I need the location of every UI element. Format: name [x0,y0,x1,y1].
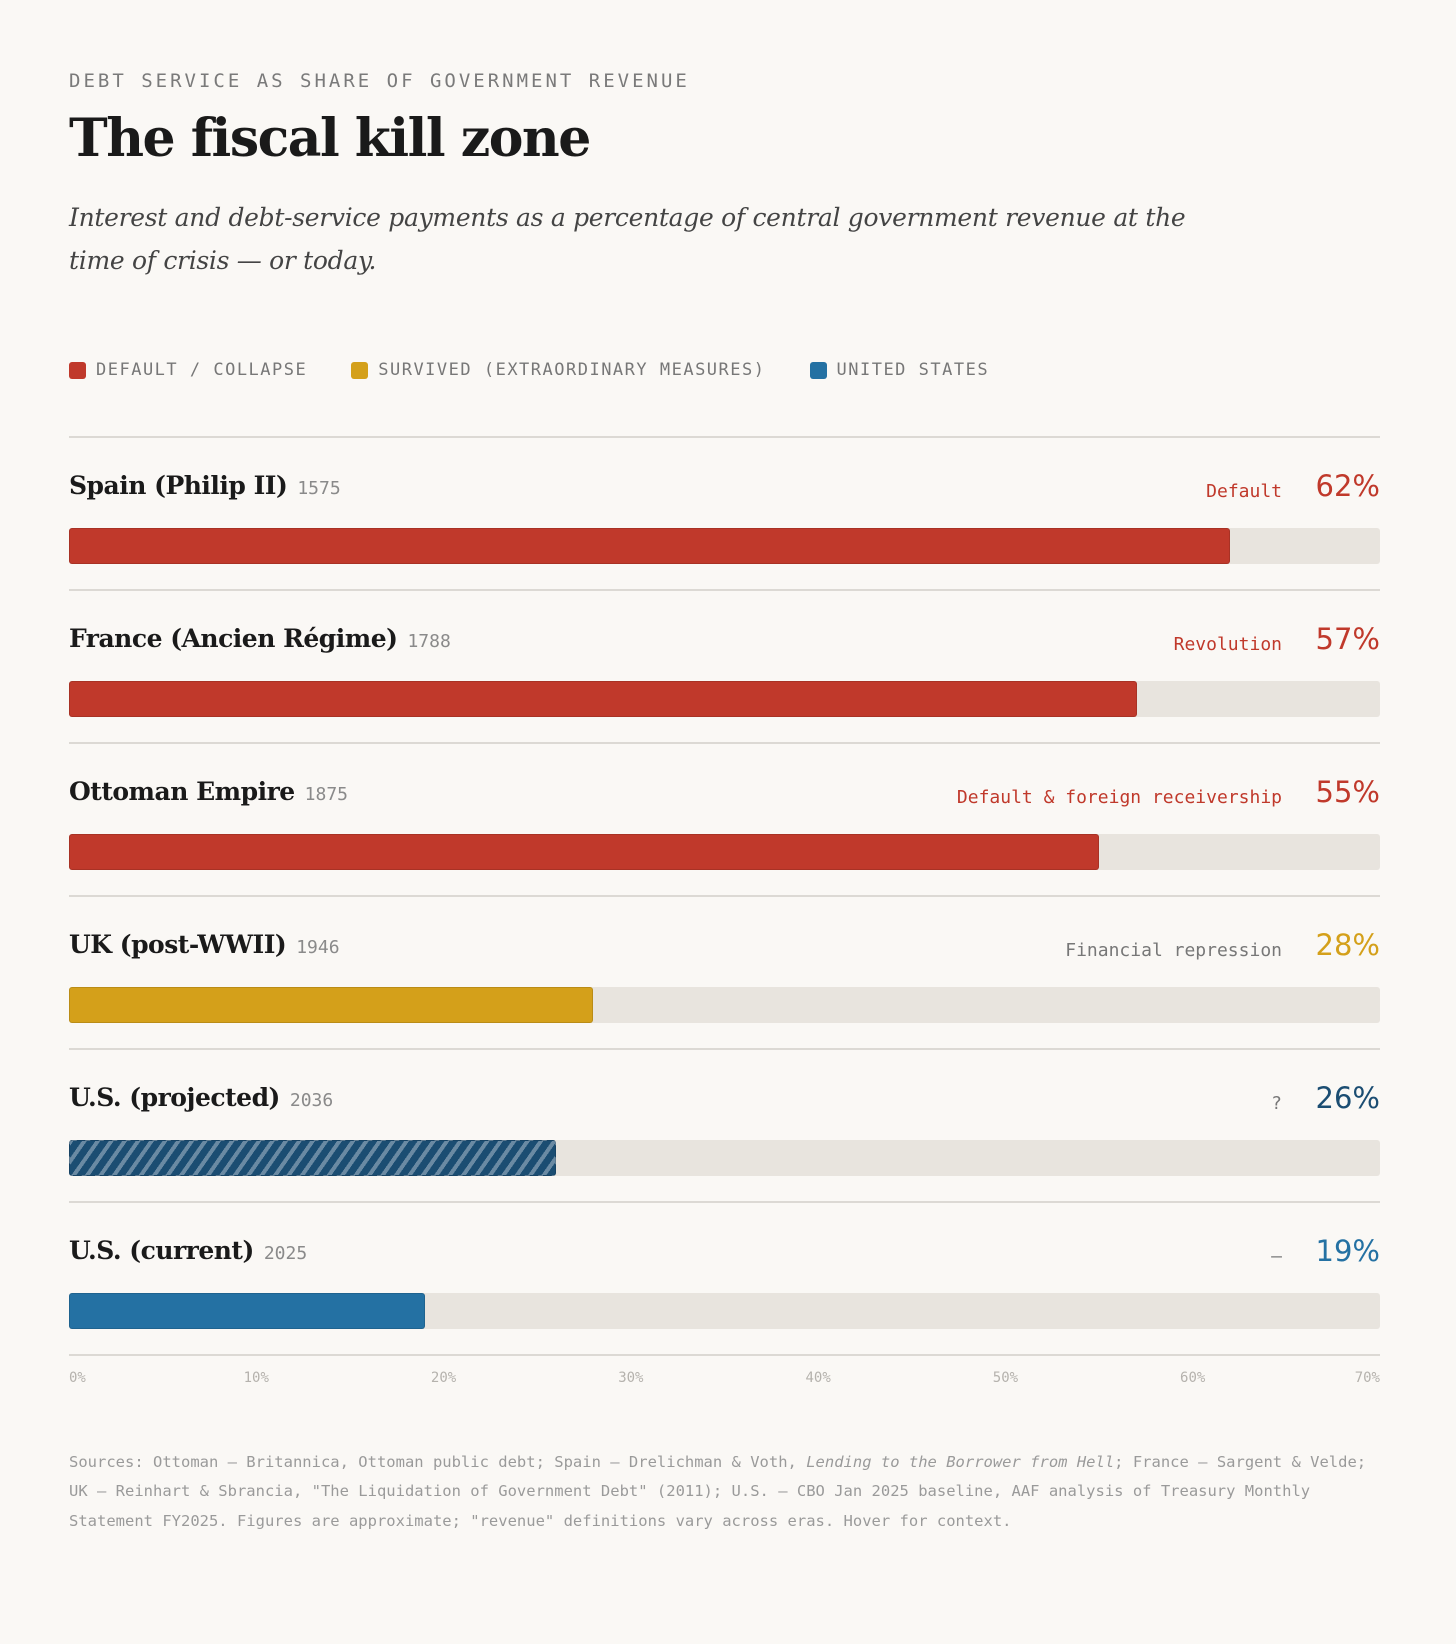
year-label: 1946 [296,937,340,958]
top-rule [69,436,1380,438]
bar-us[interactable] [69,1293,425,1329]
x-axis-ticks: 0% 10% 20% 30% 40% 50% 60% 70% [69,1370,1380,1390]
country-name: Spain (Philip II) [69,471,288,500]
bar-row[interactable]: U.S. (projected) 2036? 26% [69,1049,1380,1202]
bar-track [69,681,1380,717]
sources-footnote: Sources: Ottoman — Britannica, Ottoman p… [69,1448,1380,1536]
chart-title: The fiscal kill zone [69,108,591,169]
footnote-book-title: Lending to the Borrower from Hell [806,1453,1115,1471]
bar-default[interactable] [69,681,1137,717]
bar-row[interactable]: Ottoman Empire 1875 Default & foreign rece… [69,743,1380,896]
country-name: France (Ancien Régime) [69,624,398,653]
country-name: Ottoman Empire [69,777,295,806]
bar-default[interactable] [69,834,1100,870]
legend-label: DEFAULT / COLLAPSE [96,360,308,380]
x-tick-label: 40% [805,1370,831,1386]
bar-row[interactable]: France (Ancien Régime) 1788 Revolution 57% [69,590,1380,743]
value-label: 62% [1315,469,1380,503]
bar-row[interactable]: UK (post-WWII) 1946 Financial repression 28… [69,896,1380,1049]
row-divider [69,742,1380,744]
x-tick-label: 10% [243,1370,269,1386]
legend-label: UNITED STATES [836,360,990,380]
status-label: ? [1271,1093,1282,1114]
x-tick-label: 60% [1180,1370,1206,1386]
x-tick-label: 70% [1354,1370,1380,1386]
value-label: 26% [1315,1081,1380,1115]
legend-swatch [69,361,86,379]
footnote-text: Sources: Ottoman — Britannica, Ottoman p… [69,1453,807,1471]
row-divider [69,589,1380,591]
row-label: Ottoman Empire 1875 [69,777,348,806]
row-label: France (Ancien Régime) 1788 [69,624,451,653]
legend-swatch [809,361,827,379]
x-tick-label: 0% [69,1370,86,1386]
year-label: 2025 [263,1243,308,1264]
bar-survived[interactable] [69,987,594,1023]
axis-line [69,1354,1380,1356]
year-label: 1788 [407,631,451,652]
bar-us_projected[interactable] [69,1140,556,1176]
bar-track [69,528,1380,564]
country-name: UK (post-WWII) [69,930,287,959]
legend-item-us: UNITED STATES [809,360,990,380]
chart-subtitle: Interest and debt-service payments as a … [69,203,1186,275]
bar-default[interactable] [69,528,1231,564]
x-tick-label: 30% [618,1370,644,1386]
x-tick-label: 20% [430,1370,457,1386]
status-label: Financial repression [1065,940,1282,961]
bar-track [69,987,1380,1023]
year-label: 1875 [304,784,349,805]
row-label: UK (post-WWII) 1946 [69,930,340,959]
bar-track [69,1293,1380,1329]
row-divider [69,1048,1380,1050]
value-label: 55% [1315,775,1380,809]
year-label: 1575 [297,478,341,499]
value-label: 57% [1315,622,1380,656]
row-divider [69,1201,1380,1203]
status-label: Default [1206,481,1282,502]
value-label: 19% [1315,1234,1380,1268]
year-label: 2036 [289,1090,334,1111]
country-name: U.S. (current) [69,1236,254,1265]
row-label: U.S. (projected) 2036 [69,1083,333,1112]
row-label: U.S. (current) 2025 [69,1236,307,1265]
bar-track [69,1140,1380,1176]
bar-row[interactable]: U.S. (current) 2025 – 19% [69,1202,1380,1355]
legend-item-survived: SURVIVED (EXTRAORDINARY MEASURES) [351,360,765,380]
bar-row[interactable]: Spain (Philip II) 1575 Default 62% [69,437,1380,590]
status-label: Revolution [1173,634,1282,655]
status-label: Default & foreign receivership [956,787,1282,808]
legend-swatch [351,361,369,379]
legend-item-default: DEFAULT / COLLAPSE [69,360,307,380]
bar-track [69,834,1380,870]
eyebrow: DEBT SERVICE AS SHARE OF GOVERNMENT REVE… [69,70,690,92]
legend-label: SURVIVED (EXTRAORDINARY MEASURES) [378,360,766,380]
status-label: – [1271,1246,1282,1267]
country-name: U.S. (projected) [69,1083,280,1112]
value-label: 28% [1315,928,1380,962]
x-tick-label: 50% [992,1370,1019,1386]
row-divider [69,895,1380,897]
legend: DEFAULT / COLLAPSE SURVIVED (EXTRAORDINAR… [69,360,989,380]
footnote-text-rest: ; France — Sargent & Velde; UK — Reinhar… [69,1453,1367,1530]
row-label: Spain (Philip II) 1575 [69,471,341,500]
